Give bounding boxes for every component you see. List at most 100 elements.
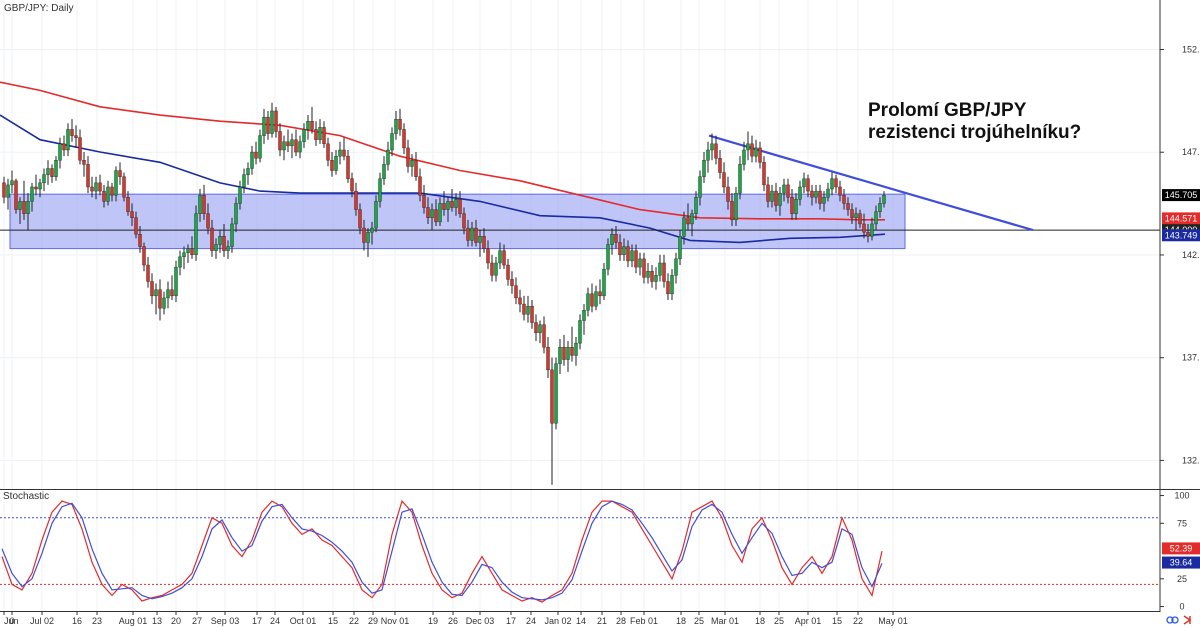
- candle-body-41: [166, 289, 170, 299]
- candle-body-46: [186, 248, 190, 253]
- candle-body-212: [850, 209, 854, 218]
- candle-body-151: [606, 244, 610, 270]
- price-tick-label: 137.791: [1182, 353, 1200, 363]
- candle-body-161: [646, 271, 650, 278]
- candle-body-132: [530, 305, 534, 323]
- candle-body-72: [290, 139, 294, 147]
- time-tick-label: 18: [755, 616, 765, 626]
- candle-body-196: [786, 184, 790, 198]
- candle-body-92: [370, 227, 374, 233]
- candle-body-0: [2, 182, 6, 198]
- candle-body-157: [630, 250, 634, 262]
- time-tick-label: 17: [506, 616, 516, 626]
- candle-body-209: [838, 186, 842, 196]
- candle-body-53: [214, 244, 218, 251]
- candle-body-126: [506, 264, 510, 280]
- price-tick-label: 152.791: [1182, 44, 1200, 54]
- candle-body-191: [766, 184, 770, 202]
- candle-body-156: [626, 246, 630, 262]
- scroll-to-end-icon[interactable]: [1183, 615, 1192, 625]
- candle-body-165: [662, 262, 666, 282]
- candle-body-120: [482, 236, 486, 249]
- candle-body-190: [762, 162, 766, 186]
- candle-body-179: [718, 158, 722, 173]
- candle-body-141: [566, 347, 570, 360]
- candle-body-145: [582, 310, 586, 321]
- price-tag-label: 143.749: [1165, 230, 1198, 240]
- candle-body-124: [498, 250, 502, 264]
- candle-body-43: [174, 266, 178, 297]
- time-tick-label: 24: [270, 616, 280, 626]
- candle-body-171: [686, 217, 690, 225]
- candle-body-18: [74, 135, 78, 138]
- time-tick-label: Nov 01: [381, 616, 410, 626]
- candle-body-131: [526, 305, 530, 315]
- candle-body-220: [882, 194, 886, 204]
- candle-body-169: [678, 236, 682, 260]
- candle-body-198: [794, 199, 798, 214]
- time-tick-label: 14: [576, 616, 586, 626]
- time-tick-label: 26: [448, 616, 458, 626]
- candle-body-49: [198, 194, 202, 214]
- time-tick-label: Dec 03: [466, 616, 495, 626]
- candle-body-210: [842, 194, 846, 204]
- candle-body-168: [674, 258, 678, 276]
- time-tick-label: Jul 02: [30, 616, 54, 626]
- time-tick-label: 13: [152, 616, 162, 626]
- candle-body-144: [578, 320, 582, 344]
- price-tag-label: 144.571: [1165, 213, 1198, 223]
- time-tick-label: Mar 01: [711, 616, 739, 626]
- candle-body-85: [342, 149, 346, 157]
- stochastic-lines: [1, 499, 883, 603]
- candle-body-55: [222, 236, 226, 251]
- candle-body-105: [422, 194, 426, 208]
- candle-body-183: [734, 192, 738, 221]
- candle-body-208: [834, 178, 838, 188]
- candle-body-59: [238, 186, 242, 204]
- candle-body-121: [486, 248, 490, 264]
- candle-body-187: [750, 143, 754, 157]
- link-icon[interactable]: [1166, 616, 1179, 624]
- candle-body-154: [618, 242, 622, 255]
- candle-body-180: [722, 172, 726, 188]
- candle-body-215: [862, 223, 866, 233]
- candle-body-12: [50, 168, 54, 177]
- candle-body-207: [830, 178, 834, 190]
- candle-body-216: [866, 231, 870, 237]
- candle-body-153: [614, 234, 618, 243]
- stoch-tag-label: 39.64: [1170, 558, 1193, 568]
- candle-body-155: [622, 246, 626, 255]
- candle-body-98: [394, 118, 398, 134]
- candle-body-1: [6, 184, 10, 198]
- candle-body-219: [878, 203, 882, 212]
- candle-body-35: [142, 246, 146, 266]
- candle-body-45: [182, 252, 186, 258]
- candle-body-200: [802, 178, 806, 188]
- candle-body-147: [590, 293, 594, 307]
- candle-body-133: [534, 322, 538, 334]
- candle-body-101: [406, 147, 410, 167]
- candle-body-81: [326, 143, 330, 161]
- candle-body-159: [638, 258, 642, 268]
- candle-body-47: [190, 248, 194, 255]
- candle-body-106: [426, 207, 430, 218]
- time-tick-label: 15: [328, 616, 338, 626]
- candle-body-50: [202, 194, 206, 214]
- candle-body-87: [350, 178, 354, 192]
- candle-body-51: [206, 213, 210, 229]
- candle-body-202: [810, 190, 814, 198]
- candle-body-142: [570, 347, 574, 356]
- candle-body-149: [598, 291, 602, 297]
- candle-body-95: [382, 164, 386, 179]
- candle-body-197: [790, 197, 794, 214]
- candle-body-172: [690, 213, 694, 225]
- candle-body-152: [610, 234, 614, 245]
- candle-body-31: [126, 197, 130, 212]
- time-tick-label: 21: [597, 616, 607, 626]
- candle-body-52: [210, 227, 214, 251]
- candle-body-4: [18, 201, 22, 210]
- price-tag-label: 145.705: [1165, 190, 1198, 200]
- candle-body-167: [670, 275, 674, 295]
